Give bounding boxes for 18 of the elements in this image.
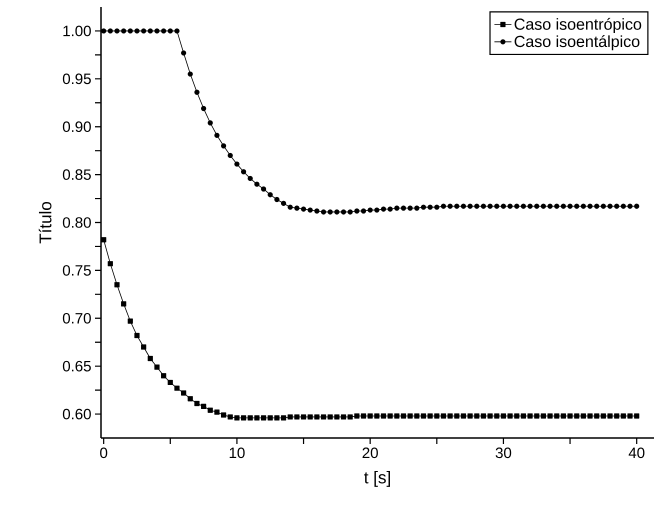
y-axis-title: Título xyxy=(38,202,52,244)
y-tick-label: 0.85 xyxy=(62,169,91,180)
y-tick-label: 0.95 xyxy=(62,74,91,84)
x-tick-label: 10 xyxy=(230,448,245,458)
x-axis-title: t [s] xyxy=(364,470,390,487)
y-tick-label: 0.65 xyxy=(62,360,91,372)
y-tick-label: 1.00 xyxy=(63,26,91,36)
y-tick-label: 0.60 xyxy=(62,408,91,420)
y-tick-label: 0.70 xyxy=(62,312,91,324)
x-tick-label: 30 xyxy=(496,448,512,458)
legend-label: Caso isoentálpico xyxy=(514,35,640,50)
y-tick-label: 0.80 xyxy=(62,217,91,228)
legend-label: Caso isoentrópico xyxy=(514,18,642,34)
x-tick-label: 20 xyxy=(362,448,378,458)
y-tick-label: 0.90 xyxy=(62,121,91,132)
x-tick-label: 40 xyxy=(628,448,644,458)
y-tick-label: 0.75 xyxy=(62,265,91,276)
x-tick-label: 0 xyxy=(100,448,108,458)
